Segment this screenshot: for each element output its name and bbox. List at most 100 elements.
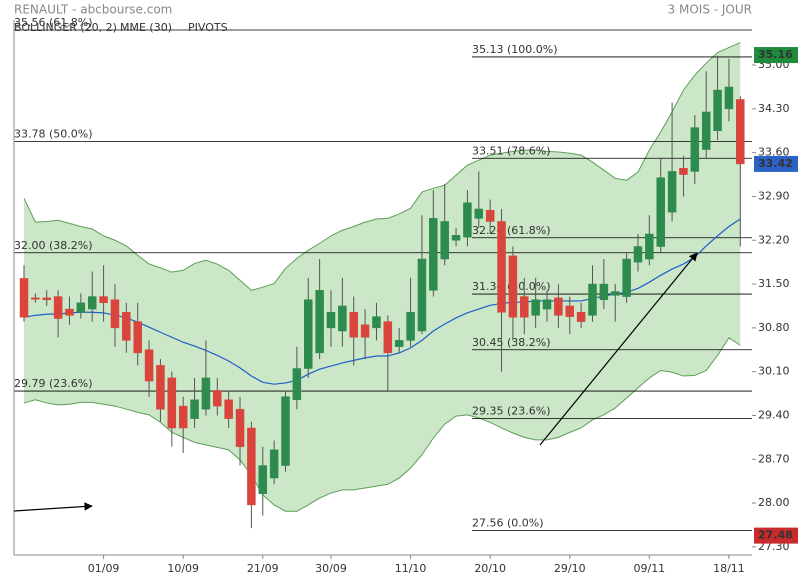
candle-body bbox=[588, 283, 597, 316]
candle-body bbox=[144, 349, 154, 382]
candle-body bbox=[497, 221, 506, 313]
mme-line bbox=[23, 218, 741, 385]
fib-label: 29.35 (23.6%) bbox=[472, 405, 551, 418]
x-tick-label: 18/11 bbox=[713, 562, 745, 575]
y-tick-label: 32.20 bbox=[758, 233, 790, 246]
fib-label: 29.79 (23.6%) bbox=[14, 377, 93, 390]
candle-body bbox=[713, 89, 722, 132]
candle-body bbox=[440, 221, 449, 260]
plot: 35.56 (61.8%) 33.78 (50.0%) 32.00 (38.2%) 2… bbox=[14, 16, 798, 575]
y-tick-label: 31.50 bbox=[758, 277, 790, 290]
y-tick-label: 30.80 bbox=[758, 321, 790, 334]
x-tick-label: 11/10 bbox=[395, 562, 427, 575]
candle-body bbox=[576, 311, 586, 322]
candle-body bbox=[235, 408, 245, 447]
candle-body bbox=[213, 390, 222, 407]
candle-body bbox=[622, 258, 631, 297]
candle-body bbox=[281, 396, 290, 466]
legend-pivots: PIVOTS bbox=[188, 21, 228, 34]
candle-body bbox=[508, 255, 518, 318]
candle-body bbox=[701, 111, 711, 150]
candle-body bbox=[599, 283, 609, 300]
price-marker-label: 33.42 bbox=[758, 157, 793, 170]
price-marker bbox=[754, 155, 798, 172]
candle-body bbox=[53, 296, 63, 319]
candle-body bbox=[178, 405, 188, 429]
candle-body bbox=[99, 296, 108, 304]
bollinger-lower bbox=[23, 337, 741, 512]
y-tick-label: 29.40 bbox=[758, 408, 790, 421]
candle-body bbox=[417, 258, 427, 332]
candle-body bbox=[633, 246, 643, 263]
y-tick-label: 34.30 bbox=[758, 102, 790, 115]
candle-body bbox=[269, 449, 279, 479]
candle-body bbox=[349, 311, 358, 338]
candle-body bbox=[258, 465, 268, 494]
candle-body bbox=[87, 296, 97, 310]
price-marker bbox=[754, 527, 798, 544]
candle-body bbox=[736, 99, 745, 165]
candle-body bbox=[156, 365, 165, 410]
period: 3 MOIS - JOUR bbox=[668, 3, 752, 17]
fib-label: 35.56 (61.8%) bbox=[14, 16, 93, 29]
fib-label: 27.56 (0.0%) bbox=[472, 517, 544, 530]
candle-body bbox=[326, 311, 336, 329]
legend-bollinger: BOLLINGER (20, 2) bbox=[14, 21, 117, 34]
candle-body bbox=[406, 311, 415, 341]
candle-body bbox=[429, 218, 438, 291]
fib-label: 33.78 (50.0%) bbox=[14, 127, 93, 140]
candle-body bbox=[65, 308, 74, 316]
fib-label: 32.00 (38.2%) bbox=[14, 239, 93, 252]
bollinger-upper bbox=[23, 42, 741, 291]
y-tick-label: 28.70 bbox=[758, 452, 790, 465]
candle-body bbox=[110, 299, 120, 329]
candle-body bbox=[372, 316, 381, 329]
candle-body bbox=[724, 86, 734, 110]
candle-body bbox=[224, 399, 233, 419]
candle-body bbox=[394, 340, 404, 347]
price-marker-label: 27.48 bbox=[758, 529, 793, 542]
candle-body bbox=[304, 299, 313, 369]
candle-body bbox=[338, 305, 347, 332]
fib-label: 33.51 (78.6%) bbox=[472, 144, 551, 157]
y-tick-label: 33.60 bbox=[758, 146, 790, 159]
fib-label: 32.24 (61.8%) bbox=[472, 224, 551, 237]
candle-body bbox=[383, 321, 393, 354]
candle-body bbox=[656, 177, 665, 247]
x-tick-label: 10/09 bbox=[167, 562, 199, 575]
arrow bbox=[539, 252, 698, 446]
candle-body bbox=[76, 302, 86, 313]
candle-body bbox=[554, 297, 563, 316]
candle-body bbox=[247, 427, 256, 506]
candle-body bbox=[190, 399, 199, 419]
bollinger-fill bbox=[24, 42, 741, 512]
candle-body bbox=[360, 324, 370, 338]
candle-body bbox=[167, 377, 177, 429]
y-tick-label: 32.90 bbox=[758, 189, 790, 202]
x-tick-label: 29/10 bbox=[554, 562, 586, 575]
candle-body bbox=[485, 209, 495, 222]
fib-label: 35.13 (100.0%) bbox=[472, 43, 558, 56]
candle-body bbox=[645, 233, 654, 260]
y-tick-label: 30.10 bbox=[758, 365, 790, 378]
candle-body bbox=[292, 368, 302, 401]
y-tick-label: 28.00 bbox=[758, 496, 790, 509]
candle-body bbox=[315, 290, 324, 354]
x-tick-label: 09/11 bbox=[633, 562, 665, 575]
candle-body bbox=[690, 127, 700, 172]
price-marker bbox=[754, 47, 798, 64]
candle-body bbox=[531, 299, 540, 316]
candle-body bbox=[201, 377, 211, 410]
candle-body bbox=[42, 297, 51, 300]
candle-body bbox=[610, 291, 620, 296]
candle-body bbox=[451, 235, 461, 241]
candle-body bbox=[565, 305, 575, 317]
candle-body bbox=[122, 311, 131, 341]
x-tick-label: 30/09 bbox=[315, 562, 347, 575]
legend-mme: MME (30) bbox=[120, 21, 172, 34]
candle-body bbox=[679, 168, 688, 175]
x-tick-label: 21/09 bbox=[247, 562, 279, 575]
arrow bbox=[13, 502, 93, 512]
candle-body bbox=[520, 296, 529, 318]
